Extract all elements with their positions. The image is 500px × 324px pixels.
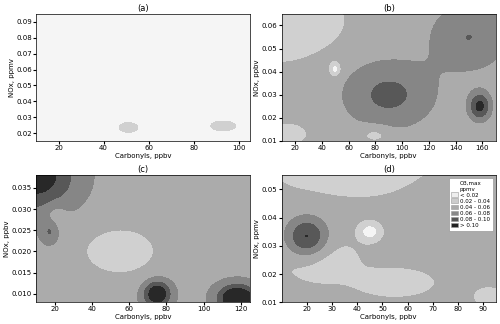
Title: (d): (d) xyxy=(383,166,394,174)
Legend: < 0.02, 0.02 - 0.04, 0.04 - 0.06, 0.06 - 0.08, 0.08 - 0.10, > 0.10: < 0.02, 0.02 - 0.04, 0.04 - 0.06, 0.06 -… xyxy=(448,178,493,231)
Title: (c): (c) xyxy=(138,166,148,174)
X-axis label: Carbonyls, ppbv: Carbonyls, ppbv xyxy=(360,153,417,158)
Y-axis label: NOx, ppbv: NOx, ppbv xyxy=(254,59,260,96)
Y-axis label: NOx, ppmv: NOx, ppmv xyxy=(254,219,260,258)
X-axis label: Carbonyls, ppbv: Carbonyls, ppbv xyxy=(360,314,417,320)
Title: (b): (b) xyxy=(383,4,394,13)
Title: (a): (a) xyxy=(138,4,149,13)
X-axis label: Carbonyls, ppbv: Carbonyls, ppbv xyxy=(115,153,172,158)
X-axis label: Carbonyls, ppbv: Carbonyls, ppbv xyxy=(115,314,172,320)
Y-axis label: NOx, ppmv: NOx, ppmv xyxy=(8,58,14,97)
Y-axis label: NOx, ppbv: NOx, ppbv xyxy=(4,221,10,257)
